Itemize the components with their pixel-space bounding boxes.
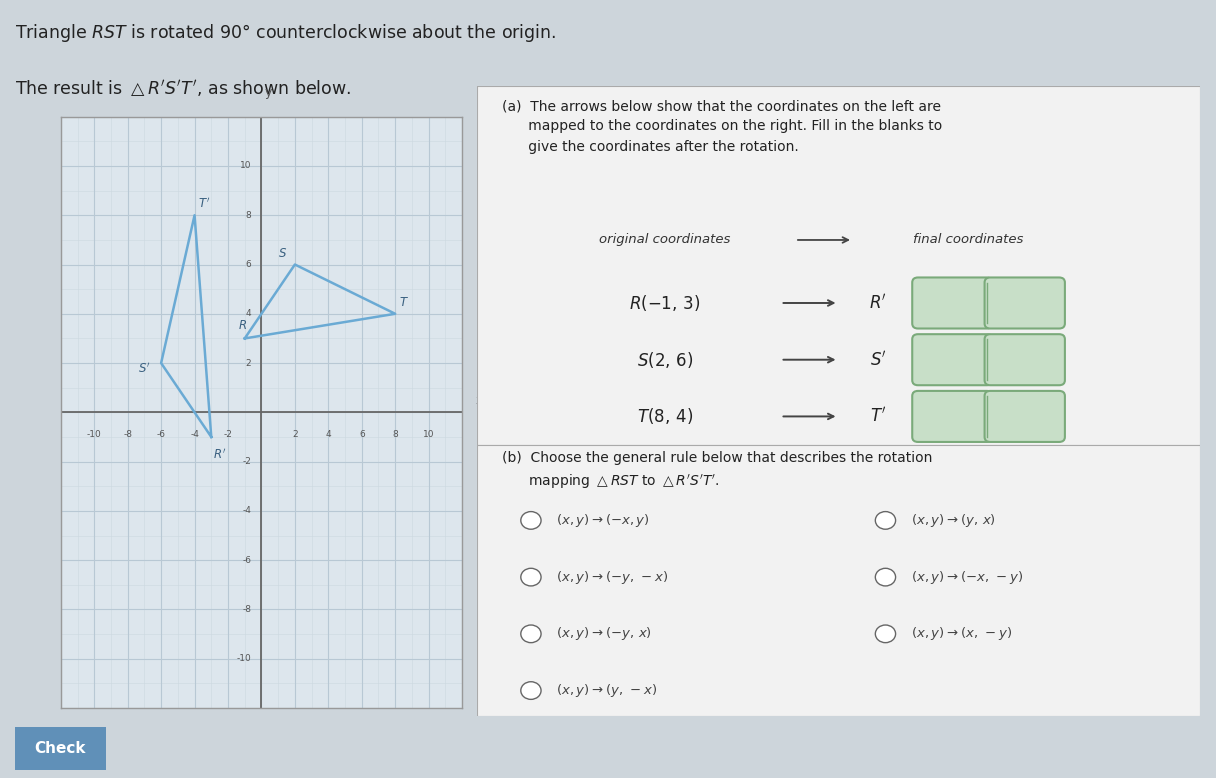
Text: 8: 8 [246, 211, 252, 219]
Text: $(x,y)\rightarrow(y,\,x)$: $(x,y)\rightarrow(y,\,x)$ [911, 512, 996, 529]
Text: original coordinates: original coordinates [599, 233, 731, 247]
Text: $R'$: $R'$ [869, 293, 888, 313]
Circle shape [520, 682, 541, 699]
FancyBboxPatch shape [10, 725, 111, 773]
Text: 4: 4 [246, 310, 252, 318]
Text: -10: -10 [237, 654, 252, 663]
Text: 6: 6 [359, 429, 365, 439]
Text: y: y [264, 86, 272, 100]
Text: -2: -2 [224, 429, 232, 439]
Text: $T(8,\,4)$: $T(8,\,4)$ [637, 406, 693, 426]
Text: $S'$: $S'$ [869, 350, 886, 370]
Circle shape [520, 512, 541, 529]
FancyBboxPatch shape [985, 278, 1065, 328]
Circle shape [520, 568, 541, 586]
Text: -8: -8 [123, 429, 133, 439]
Text: $(x,y)\rightarrow(y,\,-x)$: $(x,y)\rightarrow(y,\,-x)$ [556, 682, 658, 699]
Text: $(x,y)\rightarrow(x,\,-y)$: $(x,y)\rightarrow(x,\,-y)$ [911, 626, 1012, 643]
FancyBboxPatch shape [912, 391, 992, 442]
Text: $(x,y)\rightarrow(-y,\,-x)$: $(x,y)\rightarrow(-y,\,-x)$ [556, 569, 669, 586]
Text: $R'$: $R'$ [213, 447, 226, 462]
Text: -6: -6 [242, 555, 252, 565]
Circle shape [876, 625, 896, 643]
Text: -4: -4 [242, 506, 252, 515]
Text: 2: 2 [246, 359, 252, 367]
Text: -4: -4 [190, 429, 199, 439]
Text: $T$: $T$ [399, 296, 409, 310]
Text: x: x [475, 394, 483, 407]
Text: $R(-1,\,3)$: $R(-1,\,3)$ [629, 293, 700, 313]
Text: 8: 8 [393, 429, 398, 439]
FancyBboxPatch shape [985, 391, 1065, 442]
Text: -10: -10 [86, 429, 102, 439]
Circle shape [876, 568, 896, 586]
Text: 10: 10 [423, 429, 434, 439]
Text: $R$: $R$ [238, 318, 247, 331]
FancyBboxPatch shape [477, 445, 1200, 716]
Text: (a)  The arrows below show that the coordinates on the left are
      mapped to : (a) The arrows below show that the coord… [502, 100, 942, 153]
Text: 2: 2 [292, 429, 298, 439]
Text: The result is $\triangle R'S'T'$, as shown below.: The result is $\triangle R'S'T'$, as sho… [15, 78, 350, 99]
Text: -2: -2 [242, 457, 252, 466]
Text: 6: 6 [246, 260, 252, 269]
Text: $T'$: $T'$ [198, 196, 210, 211]
Text: final coordinates: final coordinates [913, 233, 1024, 247]
Text: 10: 10 [240, 162, 252, 170]
Text: Triangle $RST$ is rotated 90° counterclockwise about the origin.: Triangle $RST$ is rotated 90° counterclo… [15, 22, 556, 44]
Circle shape [876, 512, 896, 529]
Text: -8: -8 [242, 605, 252, 614]
FancyBboxPatch shape [912, 335, 992, 385]
Text: $(x,y)\rightarrow(-y,\,x)$: $(x,y)\rightarrow(-y,\,x)$ [556, 626, 652, 643]
Text: Check: Check [34, 741, 86, 756]
Text: $S'$: $S'$ [137, 362, 151, 376]
FancyBboxPatch shape [477, 86, 1200, 445]
Circle shape [520, 625, 541, 643]
Text: $(x,y)\rightarrow(-x,y)$: $(x,y)\rightarrow(-x,y)$ [556, 512, 651, 529]
Text: -6: -6 [157, 429, 165, 439]
FancyBboxPatch shape [912, 278, 992, 328]
Text: $S$: $S$ [278, 247, 287, 260]
Text: $S(2,\,6)$: $S(2,\,6)$ [636, 349, 693, 370]
Text: (b)  Choose the general rule below that describes the rotation
      mapping $\t: (b) Choose the general rule below that d… [502, 451, 933, 491]
Text: $(x,y)\rightarrow(-x,\,-y)$: $(x,y)\rightarrow(-x,\,-y)$ [911, 569, 1023, 586]
Text: $T'$: $T'$ [869, 407, 886, 426]
FancyBboxPatch shape [985, 335, 1065, 385]
Text: 4: 4 [326, 429, 331, 439]
FancyBboxPatch shape [477, 86, 1200, 716]
